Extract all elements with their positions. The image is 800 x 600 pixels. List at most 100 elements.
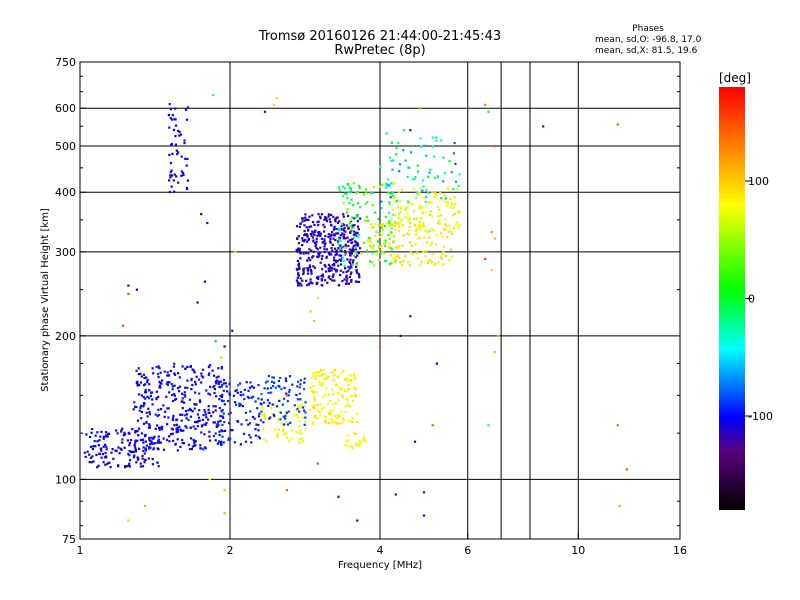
data-point [323, 378, 326, 381]
data-point [347, 227, 350, 230]
data-point [104, 431, 108, 434]
data-point [344, 282, 347, 285]
data-point [262, 438, 265, 441]
data-point [351, 264, 354, 267]
data-point [141, 454, 144, 457]
data-point [224, 382, 227, 385]
data-point [208, 372, 211, 375]
data-point [181, 407, 184, 410]
data-point [191, 445, 194, 448]
data-point [390, 182, 393, 185]
data-point [352, 254, 356, 257]
data-point [303, 409, 306, 412]
data-point [315, 375, 318, 378]
data-point [418, 204, 421, 207]
data-point [134, 447, 137, 450]
data-point [416, 170, 419, 173]
data-point [132, 450, 135, 453]
data-point [189, 437, 193, 440]
data-point [173, 398, 177, 401]
data-point [371, 191, 374, 195]
data-point [356, 231, 359, 235]
data-point [145, 420, 148, 424]
data-point [102, 461, 105, 464]
data-point [351, 247, 354, 250]
data-point [144, 397, 147, 400]
data-point [127, 431, 130, 434]
data-point [328, 393, 331, 396]
data-point [196, 301, 199, 304]
data-point [140, 394, 143, 397]
data-point [165, 395, 168, 398]
data-point [362, 193, 365, 196]
data-point [204, 423, 207, 426]
data-point [337, 495, 340, 498]
data-point [177, 129, 180, 133]
data-point [332, 273, 335, 276]
data-point [343, 264, 346, 267]
data-point [307, 252, 310, 255]
data-point [142, 405, 145, 408]
data-point [174, 443, 177, 446]
data-point [214, 405, 217, 408]
data-point [398, 256, 401, 259]
data-point [339, 189, 342, 192]
data-point [304, 411, 307, 414]
data-point [283, 386, 286, 389]
data-point [388, 222, 391, 225]
data-point [141, 465, 145, 468]
data-point [299, 405, 302, 409]
data-point [408, 202, 411, 205]
data-point [409, 221, 412, 225]
data-point [371, 204, 374, 207]
data-point [85, 433, 88, 436]
data-point [96, 431, 99, 434]
data-point [128, 454, 131, 457]
data-point [331, 409, 334, 412]
data-point [327, 233, 330, 236]
data-point [302, 268, 305, 271]
data-point [175, 427, 178, 430]
data-point [133, 445, 136, 448]
data-point [323, 251, 326, 254]
data-point [184, 108, 188, 111]
data-point [178, 134, 181, 137]
data-point [458, 224, 461, 227]
data-point [209, 385, 212, 388]
data-point [309, 225, 313, 228]
data-point [348, 252, 351, 255]
stats-line-x: mean, sd,X: 81.5, 19.6 [595, 46, 698, 56]
data-point [257, 384, 260, 387]
data-point [346, 389, 349, 392]
data-point [141, 438, 144, 442]
data-point [228, 382, 231, 385]
data-point [395, 245, 398, 248]
data-point [399, 221, 402, 224]
data-point [332, 237, 335, 240]
data-point [104, 463, 107, 466]
data-point [430, 261, 433, 264]
data-point [444, 223, 447, 226]
data-point [450, 255, 453, 258]
data-point [313, 319, 316, 322]
data-point [390, 141, 393, 144]
data-point [351, 417, 354, 420]
data-point [207, 411, 210, 414]
data-point [351, 238, 354, 241]
data-point [436, 175, 439, 178]
data-point [286, 399, 289, 403]
data-point [348, 186, 351, 189]
data-point [241, 405, 244, 408]
data-point [296, 259, 299, 263]
data-point [333, 264, 336, 267]
data-point [218, 386, 221, 389]
data-point [269, 416, 272, 419]
data-point [176, 438, 179, 441]
data-point [316, 221, 319, 224]
data-point [168, 126, 171, 129]
data-point [299, 432, 302, 435]
data-point [350, 198, 353, 201]
data-point [249, 422, 252, 425]
data-point [309, 269, 312, 272]
